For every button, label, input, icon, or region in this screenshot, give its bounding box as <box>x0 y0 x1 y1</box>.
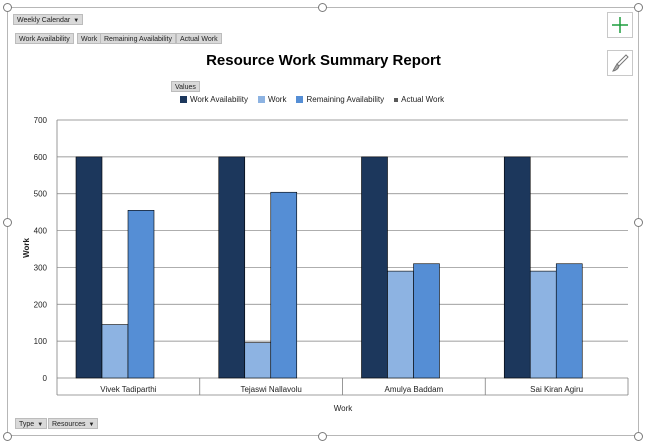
resize-handle-bottom-right[interactable] <box>634 432 643 441</box>
resize-handle-left[interactable] <box>3 218 12 227</box>
legend-label: Actual Work <box>401 95 445 104</box>
dropdown-arrow-icon: ▼ <box>37 422 44 428</box>
chart-styles-button[interactable] <box>607 50 633 76</box>
resize-handle-bottom[interactable] <box>318 432 327 441</box>
resize-handle-bottom-left[interactable] <box>3 432 12 441</box>
field-label: Work <box>81 36 98 43</box>
legend-swatch <box>296 96 304 103</box>
plus-icon <box>612 17 628 33</box>
legend-item: Actual Work <box>394 95 444 104</box>
calendar-filter-button[interactable]: Weekly Calendar ▼ <box>13 14 84 25</box>
resources-label: Resources <box>52 421 86 428</box>
type-label: Type <box>19 421 35 428</box>
legend-label: Work <box>267 95 287 104</box>
legend-swatch <box>257 96 265 103</box>
chart-frame[interactable] <box>7 7 639 436</box>
calendar-filter-label: Weekly Calendar <box>17 17 71 24</box>
type-filter-button[interactable]: Type ▼ <box>15 418 48 429</box>
values-label: Values <box>175 84 196 91</box>
chart-legend: Work Availability Work Remaining Availab… <box>180 95 454 104</box>
resize-handle-right[interactable] <box>634 218 643 227</box>
legend-swatch <box>394 97 399 102</box>
field-button-work[interactable]: Work <box>77 33 102 44</box>
legend-label: Remaining Availability <box>306 95 385 104</box>
legend-item: Work Availability <box>180 95 248 104</box>
field-label: Actual Work <box>180 36 218 43</box>
chart-elements-button[interactable] <box>607 12 633 38</box>
field-label: Work Availability <box>19 36 70 43</box>
chart-title: Resource Work Summary Report <box>206 52 441 69</box>
legend-item: Remaining Availability <box>296 95 384 104</box>
field-button-remaining-availability[interactable]: Remaining Availability <box>100 33 176 44</box>
resize-handle-top-left[interactable] <box>3 3 12 12</box>
resize-handle-top[interactable] <box>318 3 327 12</box>
resources-filter-button[interactable]: Resources ▼ <box>48 418 99 429</box>
legend-item: Work <box>257 95 287 104</box>
values-field-button[interactable]: Values <box>171 81 200 92</box>
resize-handle-top-right[interactable] <box>634 3 643 12</box>
legend-swatch <box>180 96 187 103</box>
brush-icon <box>612 54 629 72</box>
filter-icon: ▼ <box>88 422 95 428</box>
dropdown-arrow-icon: ▼ <box>73 18 80 24</box>
field-button-actual-work[interactable]: Actual Work <box>176 33 222 44</box>
field-label: Remaining Availability <box>104 36 172 43</box>
legend-label: Work Availability <box>190 95 248 104</box>
field-button-work-availability[interactable]: Work Availability <box>15 33 74 44</box>
